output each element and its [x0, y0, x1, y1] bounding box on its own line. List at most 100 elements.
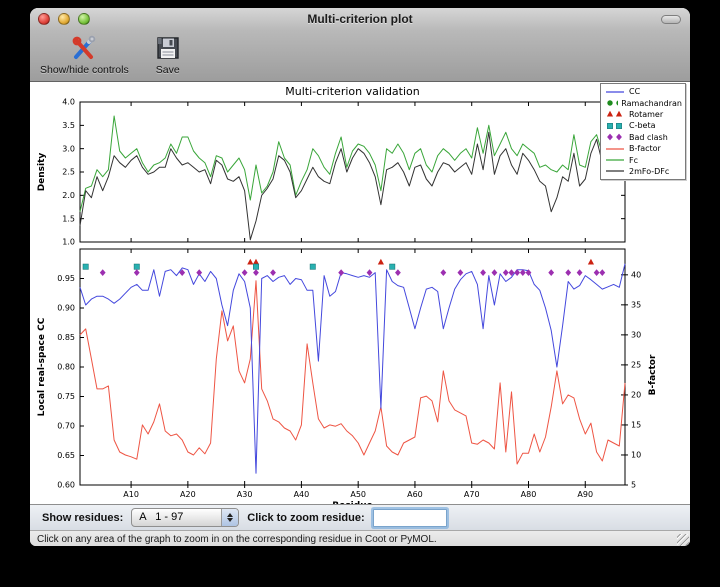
svg-text:1.5: 1.5 — [62, 214, 75, 223]
legend-triangle-icon — [606, 111, 623, 117]
toolbar: Show/hide controls Save — [30, 30, 690, 82]
svg-text:15: 15 — [631, 421, 641, 430]
title-bar[interactable]: Multi-criterion plot — [30, 8, 690, 30]
legend-label: Bad clash — [629, 132, 668, 142]
svg-text:0.60: 0.60 — [57, 481, 75, 490]
dropdown-stepper[interactable] — [221, 509, 239, 526]
svg-text:3.0: 3.0 — [62, 144, 75, 153]
minimize-button[interactable] — [58, 13, 70, 25]
app-window: Multi-criterion plot Show/hide controls — [30, 8, 690, 546]
zoom-button[interactable] — [78, 13, 90, 25]
window-title: Multi-criterion plot — [307, 12, 413, 26]
svg-text:A20: A20 — [180, 490, 196, 499]
svg-text:30: 30 — [631, 330, 641, 339]
legend-label: B-factor — [629, 144, 661, 154]
svg-text:1.0: 1.0 — [62, 238, 75, 247]
cc-axis-label: Local real-space CC — [37, 317, 47, 416]
legend-line-swatch — [606, 159, 624, 161]
svg-text:3.5: 3.5 — [62, 121, 75, 130]
legend-entry: B-factor — [604, 143, 682, 154]
stepper-up-icon — [227, 513, 234, 517]
svg-text:10: 10 — [631, 451, 641, 460]
svg-text:A50: A50 — [350, 490, 366, 499]
legend-entry: 2mFo-DFc — [604, 166, 682, 177]
svg-text:5: 5 — [631, 481, 636, 490]
control-bar: Show residues: A 1 - 97 Click to zoom re… — [30, 504, 690, 530]
multi-criterion-figure[interactable]: Multi-criterion validation A10 A20 A30 A40 A5… — [30, 82, 690, 504]
show-residues-label: Show residues: — [42, 511, 124, 524]
svg-text:0.70: 0.70 — [57, 422, 75, 431]
legend-entry: Fc — [604, 154, 682, 165]
legend-line-swatch — [606, 147, 624, 150]
cc-line — [79, 263, 626, 474]
legend-label: C-beta — [629, 121, 656, 131]
plot-area[interactable]: Multi-criterion validation A10 A20 A30 A40 A5… — [30, 82, 690, 504]
legend-label: 2mFo-DFc — [629, 166, 670, 176]
svg-text:40: 40 — [631, 270, 641, 279]
resize-grip[interactable] — [677, 534, 689, 546]
status-message: Click on any area of the graph to zoom i… — [37, 533, 437, 545]
svg-text:A10: A10 — [123, 490, 139, 499]
residue-range-value: A 1 - 97 — [139, 511, 184, 523]
x-axis-label: Residue — [332, 501, 372, 504]
legend-entry: C-beta — [604, 120, 682, 131]
show-hide-controls-label: Show/hide controls — [40, 64, 129, 76]
svg-text:0.95: 0.95 — [57, 274, 75, 283]
legend-diamond-icon — [607, 133, 622, 141]
density-axis-label: Density — [37, 153, 47, 192]
svg-text:35: 35 — [631, 300, 641, 309]
twomfo-dfc-line — [79, 131, 626, 241]
bfactor-axis: 5 10 15 20 25 30 35 40 B-factor — [621, 270, 658, 490]
svg-text:0.80: 0.80 — [57, 363, 75, 372]
window-controls — [38, 13, 90, 25]
svg-text:0.75: 0.75 — [57, 392, 75, 401]
legend-entry: Bad clash — [604, 132, 682, 143]
zoom-residue-label: Click to zoom residue: — [247, 511, 365, 524]
figure-title: Multi-criterion validation — [285, 85, 420, 98]
bfactor-axis-label: B-factor — [648, 354, 658, 395]
svg-text:25: 25 — [631, 360, 641, 369]
legend-entry: Rotamer — [604, 109, 682, 120]
legend-line-swatch — [606, 91, 624, 93]
residue-range-dropdown[interactable]: A 1 - 97 — [131, 508, 240, 527]
save-label: Save — [155, 64, 180, 76]
svg-text:0.85: 0.85 — [57, 333, 75, 342]
rotamer-markers — [247, 258, 595, 265]
toolbar-toggle-button[interactable] — [661, 15, 681, 24]
legend-line-swatch — [606, 170, 624, 173]
svg-text:A90: A90 — [577, 490, 593, 499]
svg-text:0.65: 0.65 — [57, 451, 75, 460]
svg-text:4.0: 4.0 — [62, 98, 75, 107]
svg-text:A30: A30 — [237, 490, 253, 499]
bad-clash-markers — [99, 269, 606, 276]
svg-text:A40: A40 — [294, 490, 310, 499]
svg-text:A70: A70 — [464, 490, 480, 499]
show-hide-controls-button[interactable]: Show/hide controls — [40, 33, 129, 76]
legend-square-icon — [607, 122, 622, 129]
svg-text:20: 20 — [631, 391, 641, 400]
svg-text:A60: A60 — [407, 490, 423, 499]
tools-icon — [70, 33, 98, 63]
legend-entry: CC — [604, 86, 682, 97]
legend-label: CC — [629, 87, 641, 97]
cc-axis: 0.60 0.65 0.70 0.75 0.80 0.85 0.90 0.95 Local re… — [37, 274, 84, 490]
close-button[interactable] — [38, 13, 50, 25]
x-axis: A10 A20 A30 A40 A50 A60 A70 A80 A90 Residue — [123, 102, 593, 504]
plot-legend: CC Ramachandran Rotamer C-beta Bad clash B-fa… — [600, 83, 686, 181]
zoom-residue-input[interactable] — [372, 508, 447, 527]
density-plot-frame[interactable] — [79, 101, 626, 243]
svg-text:A80: A80 — [521, 490, 537, 499]
stepper-down-icon — [227, 518, 234, 522]
save-icon — [155, 33, 181, 63]
legend-label: Rotamer — [629, 109, 664, 119]
legend-label: Ramachandran — [621, 98, 682, 108]
density-axis: 1.0 1.5 2.0 2.5 3.0 3.5 4.0 Density — [37, 98, 625, 247]
svg-text:0.90: 0.90 — [57, 304, 75, 313]
save-button[interactable]: Save — [155, 33, 181, 76]
fc-line — [79, 115, 626, 212]
status-bar: Click on any area of the graph to zoom i… — [30, 530, 690, 546]
legend-entry: Ramachandran — [604, 97, 682, 108]
svg-text:2.0: 2.0 — [62, 191, 75, 200]
bfactor-line — [79, 280, 626, 465]
